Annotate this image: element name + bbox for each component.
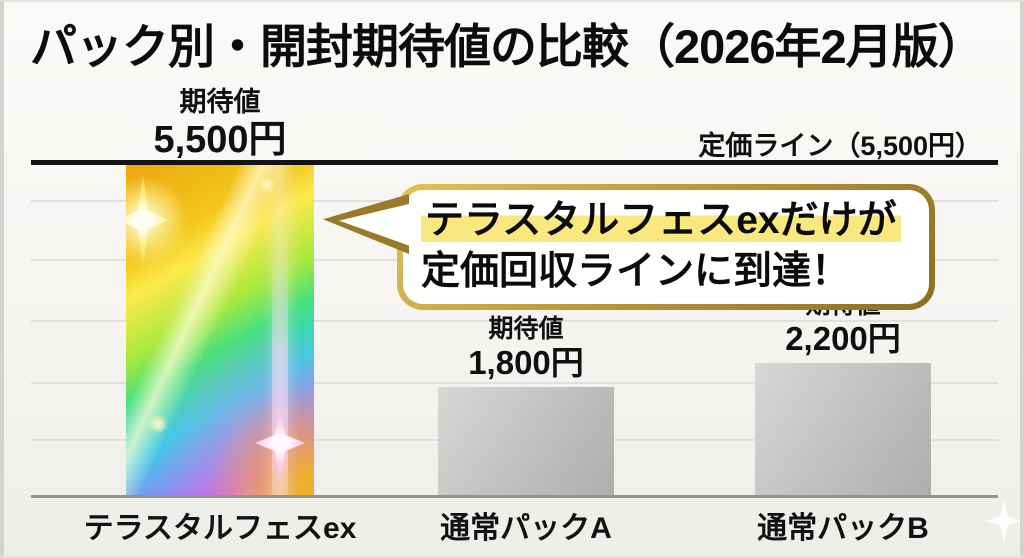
bar1-value: 5,500円 bbox=[153, 119, 287, 162]
bar-pack-b bbox=[755, 362, 931, 495]
page-title: パック別・開封期待値の比較（2026年2月版） bbox=[30, 20, 985, 73]
price-reference-line bbox=[31, 160, 998, 165]
gridline bbox=[31, 320, 998, 322]
sparkle-dot-icon bbox=[148, 414, 168, 434]
bar1-value-caption: 期待値 bbox=[179, 87, 261, 117]
chart-area: 期待値 1,800円 期待値 2,200円 bbox=[31, 160, 998, 498]
category-label-terastal-fes-ex: テラスタルフェスex bbox=[83, 512, 357, 545]
bar-group-pack-a: 期待値 1,800円 bbox=[438, 164, 614, 495]
sparkle-dot-icon bbox=[258, 176, 276, 194]
callout-bubble: テラスタルフェスexだけが 定価回収ラインに到達！ bbox=[323, 184, 935, 310]
bar2-value-caption: 期待値 bbox=[488, 315, 564, 343]
sparkle-icon bbox=[255, 402, 305, 484]
price-line-label: 定価ライン（5,500円） bbox=[698, 131, 982, 161]
category-label-pack-a: 通常パックA bbox=[440, 512, 612, 545]
bar-pack-a bbox=[438, 386, 614, 495]
callout-line2: 定価回収ラインに到達！ bbox=[421, 250, 851, 293]
callout-body: テラスタルフェスexだけが 定価回収ラインに到達！ bbox=[403, 190, 929, 304]
callout-line1-highlighted: テラスタルフェスexだけが bbox=[421, 198, 901, 242]
bar-terastal-fes-ex bbox=[126, 164, 314, 495]
gridline bbox=[31, 382, 998, 384]
x-axis-baseline bbox=[31, 495, 998, 498]
bar1-value-label-block: 期待値 5,500円 bbox=[126, 86, 314, 164]
bar2-value: 1,800円 bbox=[468, 343, 584, 381]
category-label-pack-b: 通常パックB bbox=[757, 512, 929, 545]
bar3-value: 2,200円 bbox=[785, 319, 901, 357]
bar-group-terastal-fes-ex bbox=[126, 164, 314, 495]
